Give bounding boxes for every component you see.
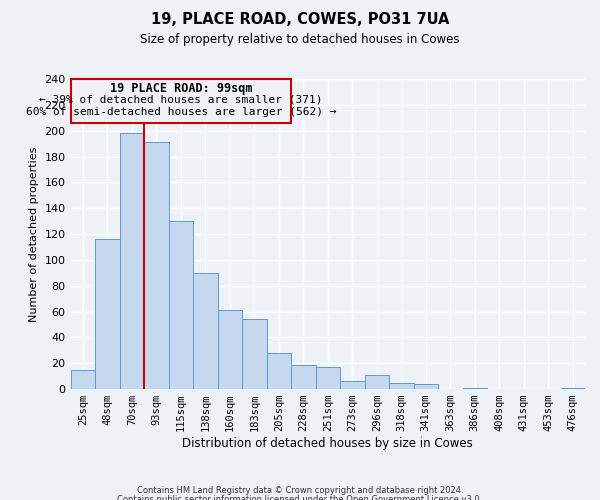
Bar [95,239,119,389]
Bar [144,142,169,389]
Bar [119,134,144,389]
Bar [193,273,218,389]
Text: 60% of semi-detached houses are larger (562) →: 60% of semi-detached houses are larger (… [26,108,336,118]
Bar [291,364,316,389]
Text: Size of property relative to detached houses in Cowes: Size of property relative to detached ho… [140,32,460,46]
Bar [316,367,340,389]
Bar [218,310,242,389]
Y-axis label: Number of detached properties: Number of detached properties [29,146,39,322]
Bar [413,384,438,389]
Bar [389,382,413,389]
X-axis label: Distribution of detached houses by size in Cowes: Distribution of detached houses by size … [182,437,473,450]
Text: Contains HM Land Registry data © Crown copyright and database right 2024.: Contains HM Land Registry data © Crown c… [137,486,463,495]
Bar [340,382,365,389]
Bar [169,221,193,389]
FancyBboxPatch shape [71,79,291,123]
Bar [242,320,266,389]
Bar [560,388,585,389]
Bar [266,353,291,389]
Bar [71,370,95,389]
Bar [365,375,389,389]
Text: Contains public sector information licensed under the Open Government Licence v3: Contains public sector information licen… [118,495,482,500]
Text: 19 PLACE ROAD: 99sqm: 19 PLACE ROAD: 99sqm [110,82,252,94]
Bar [463,388,487,389]
Text: 19, PLACE ROAD, COWES, PO31 7UA: 19, PLACE ROAD, COWES, PO31 7UA [151,12,449,28]
Text: ← 39% of detached houses are smaller (371): ← 39% of detached houses are smaller (37… [39,94,323,104]
